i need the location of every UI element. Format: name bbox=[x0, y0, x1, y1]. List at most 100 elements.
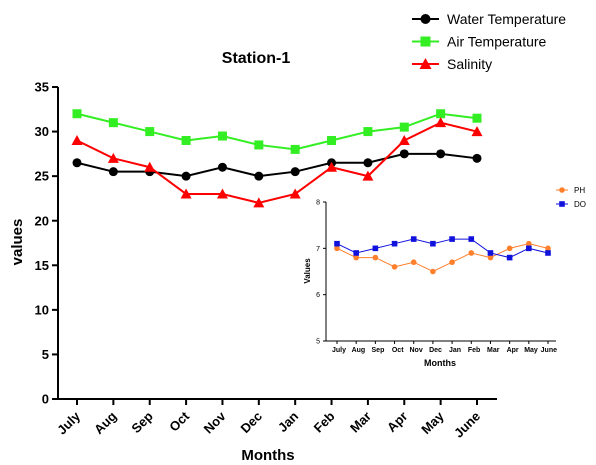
inset-legend-label-2: DO bbox=[574, 200, 586, 209]
inset-x-tick-label: Dec bbox=[429, 347, 442, 354]
main-point bbox=[363, 127, 373, 137]
main-point bbox=[217, 162, 227, 172]
inset-x-tick-label: July bbox=[332, 347, 346, 354]
main-point bbox=[363, 158, 373, 168]
main-point bbox=[327, 135, 337, 145]
inset-point bbox=[391, 264, 398, 270]
main-point bbox=[72, 158, 82, 168]
inset-point bbox=[487, 254, 494, 261]
inset-x-tick-label: Nov bbox=[409, 347, 422, 354]
inset-x-tick-label: Mar bbox=[487, 347, 500, 354]
inset-point bbox=[506, 254, 513, 261]
inset-y-tick-label: 5 bbox=[316, 338, 320, 345]
inset-point bbox=[353, 250, 359, 256]
main-point bbox=[254, 140, 264, 150]
main-legend-marker-2 bbox=[420, 36, 431, 47]
inset-y-tick-label: 8 bbox=[316, 199, 320, 206]
inset-point bbox=[468, 236, 475, 242]
main-y-tick-label: 0 bbox=[42, 392, 49, 407]
inset-point bbox=[468, 250, 475, 256]
main-point bbox=[472, 153, 482, 163]
main-point bbox=[289, 188, 301, 199]
main-point bbox=[398, 134, 410, 145]
main-x-tick-label: Dec bbox=[237, 409, 264, 436]
inset-legend-marker-2 bbox=[559, 201, 565, 207]
main-x-tick-label: Oct bbox=[166, 408, 192, 434]
inset-point bbox=[410, 259, 417, 266]
main-point bbox=[253, 197, 265, 208]
main-point bbox=[181, 135, 191, 145]
inset-point bbox=[506, 245, 513, 252]
main-point bbox=[436, 109, 446, 119]
inset-point bbox=[487, 250, 494, 256]
main-legend-label-3: Salinity bbox=[447, 56, 492, 72]
main-point bbox=[217, 131, 227, 141]
inset-point bbox=[372, 245, 379, 252]
inset-y-axis-label: Values bbox=[303, 258, 312, 284]
main-x-tick-label: Apr bbox=[384, 409, 410, 435]
inset-point bbox=[449, 259, 455, 266]
main-legend-marker-1 bbox=[420, 14, 431, 24]
inset-y-tick-label: 7 bbox=[316, 246, 320, 253]
inset-point bbox=[334, 240, 340, 247]
main-y-tick-label: 20 bbox=[35, 213, 49, 228]
main-point bbox=[108, 167, 118, 177]
main-y-tick-label: 10 bbox=[35, 302, 49, 317]
main-chart-title: Station-1 bbox=[222, 50, 291, 67]
main-point bbox=[435, 117, 447, 128]
main-x-tick-label: Aug bbox=[91, 408, 120, 437]
main-point bbox=[254, 171, 264, 181]
inset-series-line-1 bbox=[336, 243, 549, 273]
inset-point bbox=[353, 254, 359, 261]
main-point bbox=[290, 167, 300, 177]
inset-point bbox=[372, 254, 379, 261]
main-point bbox=[181, 171, 191, 181]
inset-chart: 5 6 7 8 July Aug Sep Oct Nov Dec Jan Feb Mar Apr May Ju… bbox=[316, 186, 586, 354]
main-y-axis-label: values bbox=[9, 219, 26, 266]
inset-x-tick-label: Aug bbox=[352, 347, 366, 354]
main-x-tick-label: Jan bbox=[275, 408, 301, 434]
main-point bbox=[399, 122, 409, 132]
main-point bbox=[290, 144, 300, 154]
inset-point bbox=[410, 236, 417, 242]
inset-y-tick-label: 6 bbox=[316, 292, 320, 299]
main-x-tick-label: Feb bbox=[311, 408, 338, 435]
main-point bbox=[362, 170, 374, 181]
main-point bbox=[399, 149, 409, 159]
main-x-tick-label: Sep bbox=[128, 408, 156, 436]
main-point bbox=[144, 161, 156, 172]
main-point bbox=[472, 113, 482, 123]
inset-x-tick-label: Apr bbox=[507, 347, 519, 354]
main-legend-label-2: Air Temperature bbox=[447, 33, 547, 49]
main-y-tick-label: 30 bbox=[35, 124, 49, 139]
inset-point bbox=[526, 245, 532, 252]
main-x-tick-label: Nov bbox=[201, 408, 230, 437]
main-series-line-3 bbox=[76, 121, 478, 204]
main-legend-label-1: Water Temperature bbox=[447, 11, 566, 27]
main-x-tick-label: July bbox=[54, 408, 84, 438]
main-series-line-2 bbox=[76, 112, 478, 151]
main-x-tick-label: June bbox=[451, 409, 483, 441]
inset-x-tick-label: Oct bbox=[392, 347, 404, 354]
inset-x-tick-label: Jan bbox=[449, 347, 461, 354]
main-series-line-1 bbox=[76, 152, 478, 178]
main-x-axis-label: Months bbox=[241, 447, 294, 464]
main-point bbox=[180, 188, 192, 199]
inset-x-axis-label: Months bbox=[424, 358, 456, 368]
inset-legend-label-1: PH bbox=[574, 186, 585, 195]
inset-point bbox=[391, 240, 398, 247]
inset-point bbox=[449, 236, 455, 242]
main-y-tick-label: 15 bbox=[35, 258, 49, 273]
main-legend-marker-3 bbox=[419, 58, 432, 69]
main-point bbox=[108, 118, 118, 128]
main-point bbox=[436, 149, 446, 159]
inset-x-tick-label: Sep bbox=[372, 347, 385, 354]
inset-point bbox=[430, 268, 436, 275]
inset-point bbox=[430, 240, 436, 247]
main-x-tick-label: Mar bbox=[347, 409, 374, 436]
main-point bbox=[216, 188, 228, 199]
main-y-tick-label: 35 bbox=[35, 80, 49, 95]
main-point bbox=[71, 134, 83, 145]
inset-point bbox=[526, 240, 532, 247]
